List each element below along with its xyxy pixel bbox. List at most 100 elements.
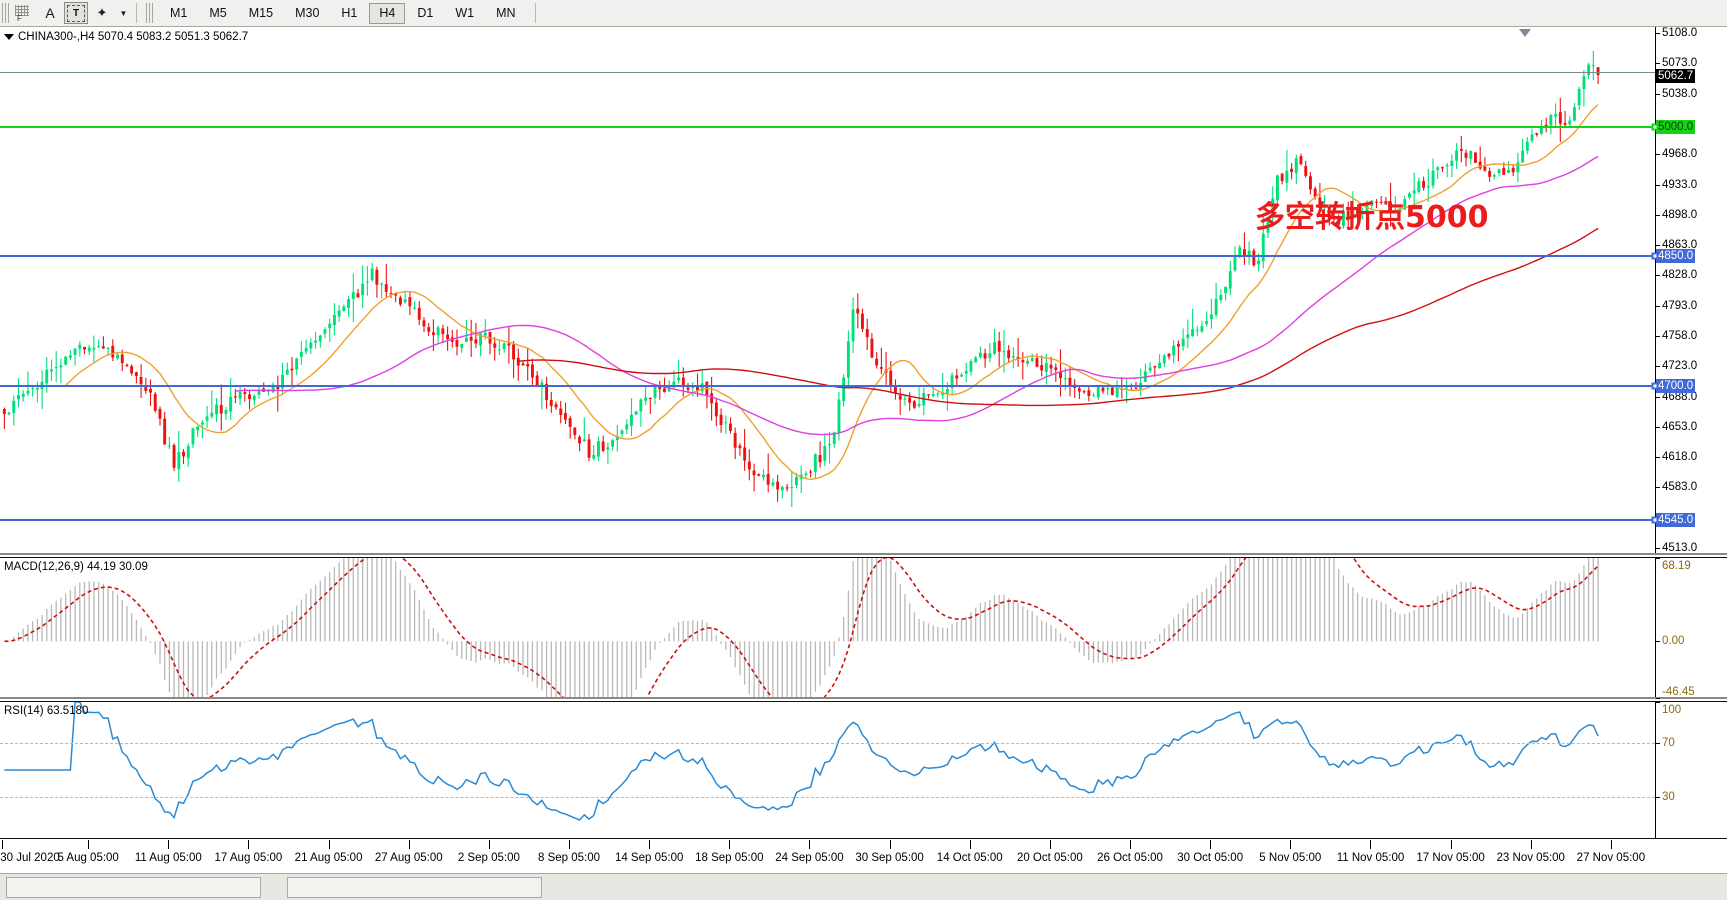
macd-plot[interactable] (0, 558, 1655, 697)
price-axis-tick (1656, 548, 1660, 550)
horizontal-level-line-4545.0[interactable] (0, 519, 1655, 522)
crosshair-f-letter: F (17, 14, 22, 23)
price-axis-tick (1656, 245, 1660, 247)
symbol-quote-line[interactable]: CHINA300-,H4 5070.4 5083.2 5051.3 5062.7 (4, 31, 248, 43)
rsi-axis-tick (1656, 742, 1660, 744)
time-axis-tick-label: 5 Nov 05:00 (1259, 852, 1322, 864)
time-axis-tick (88, 840, 90, 849)
timeframe-h1[interactable]: H1 (341, 6, 358, 20)
timeframe-drag-handle[interactable] (146, 3, 155, 23)
macd-axis-tick (1656, 641, 1660, 643)
level-price-tag-5000.0[interactable]: 5000.0 (1656, 119, 1696, 134)
taskbar (0, 873, 1727, 900)
macd-axis: 68.19 0.00 -46.45 (1656, 558, 1727, 699)
toolbar-drag-handle[interactable] (2, 3, 11, 23)
time-axis-tick-label: 30 Sep 05:00 (855, 852, 924, 864)
crosshair-dots (15, 5, 29, 16)
macd-chart-svg (4, 558, 1599, 697)
time-axis-tick-label: 20 Oct 05:00 (1016, 852, 1083, 864)
timeframe-h4[interactable]: H4 (369, 2, 406, 24)
time-axis-tick-label: 24 Sep 05:00 (775, 852, 844, 864)
timeframe-m30[interactable]: M30 (295, 6, 320, 20)
rsi-label: RSI(14) 63.5180 (4, 705, 89, 717)
horizontal-level-line-5000.0[interactable] (0, 125, 1655, 128)
timeframe-m15[interactable]: M15 (248, 6, 274, 20)
time-axis-tick (1130, 840, 1132, 849)
taskbar-window-1[interactable] (6, 876, 261, 898)
price-axis[interactable]: 5108.0 5073.0 5038.0 4968.0 4933.0 4898.0 4863… (1656, 27, 1727, 554)
timeframe-mn[interactable]: MN (496, 6, 516, 20)
time-axis-tick-label: 27 Nov 05:00 (1576, 852, 1646, 864)
horizontal-level-line-4850.0[interactable] (0, 255, 1655, 258)
macd-axis-line (1655, 558, 1656, 697)
symbol-quote-text: CHINA300-,H4 5070.4 5083.2 5051.3 5062.7 (18, 31, 249, 43)
chart-area[interactable]: 5108.0 5073.0 5038.0 4968.0 4933.0 4898.0 4863… (0, 27, 1727, 873)
macd-axis-tick (1656, 698, 1660, 699)
arrows-glyph: ✦ (96, 5, 108, 20)
time-axis-tick (649, 840, 651, 849)
time-axis-tick (2, 840, 3, 849)
taskbar-window-2[interactable] (287, 876, 542, 898)
text-tool-icon[interactable]: A (38, 2, 62, 24)
text-label-glyph: T (67, 4, 85, 22)
time-axis-tick (1210, 840, 1212, 849)
text-label-tool-icon[interactable]: T (64, 2, 88, 24)
timeframe-m5[interactable]: M5 (209, 6, 227, 20)
rsi-plot[interactable] (0, 702, 1655, 838)
rsi-axis-tick (1656, 797, 1660, 799)
time-axis-tick (1290, 840, 1292, 849)
price-axis-tick (1656, 426, 1660, 428)
time-axis-tick (1530, 840, 1532, 849)
price-axis-tick (1656, 396, 1660, 398)
time-axis-tick-label: 14 Oct 05:00 (936, 852, 1003, 864)
time-axis-tick-label: 11 Aug 05:00 (134, 852, 202, 864)
macd-panel[interactable]: 68.19 0.00 -46.45 MACD(12,26,9) 44.19 30.0… (0, 557, 1727, 699)
level-drag-handle-5000.0[interactable] (1651, 123, 1659, 131)
time-axis-tick (408, 840, 410, 849)
price-axis-tick-label: 4933.0 (1662, 178, 1698, 191)
level-price-tag-4545.0[interactable]: 4545.0 (1656, 513, 1696, 528)
crosshair-cursor-icon[interactable]: F (12, 2, 36, 24)
level-price-tag-4850.0[interactable]: 4850.0 (1656, 249, 1696, 264)
level-drag-handle-4850.0[interactable] (1651, 252, 1659, 260)
time-axis-tick (889, 840, 891, 849)
timeframe-d1[interactable]: D1 (417, 6, 434, 20)
price-axis-tick-label: 4968.0 (1662, 148, 1698, 161)
chevron-down-icon[interactable] (4, 34, 14, 40)
rsi-panel[interactable]: 100 70 30 RSI(14) 63.5180 (0, 701, 1727, 839)
price-panel[interactable]: 5108.0 5073.0 5038.0 4968.0 4933.0 4898.0 4863… (0, 27, 1727, 555)
time-axis-tick-label: 26 Oct 05:00 (1097, 852, 1163, 864)
price-axis-tick (1656, 305, 1660, 307)
time-axis-tick (569, 840, 571, 849)
rsi-level-line-70 (0, 742, 1655, 744)
time-axis-tick-label: 30 Oct 05:00 (1177, 852, 1244, 864)
time-axis-tick-label: 14 Sep 05:00 (614, 852, 684, 864)
price-axis-tick (1656, 366, 1660, 368)
rsi-axis-tick-label: 70 (1662, 736, 1675, 749)
level-drag-handle-4700.0[interactable] (1651, 382, 1659, 390)
price-axis-tick-label: 4723.0 (1662, 360, 1698, 373)
time-axis-tick-label: 5 Aug 05:00 (57, 852, 119, 864)
price-axis-tick (1656, 336, 1660, 337)
time-axis-tick-label: 18 Sep 05:00 (695, 852, 764, 864)
arrows-dropdown-icon[interactable]: ▼ (116, 2, 130, 24)
rsi-axis-tick-label: 30 (1662, 791, 1675, 804)
rsi-axis-tick (1656, 702, 1660, 703)
level-price-tag-4700.0[interactable]: 4700.0 (1656, 379, 1696, 394)
time-axis-tick (488, 840, 490, 849)
price-axis-tick-label: 5073.0 (1662, 57, 1698, 70)
time-axis-tick (328, 840, 330, 849)
arrows-tool-icon[interactable]: ✦ (90, 2, 114, 24)
last-price-tag: 5062.7 (1656, 69, 1696, 84)
chart-annotation-text[interactable]: 多空转折点5000 (1255, 200, 1489, 235)
time-axis-tick-label: 17 Nov 05:00 (1416, 852, 1485, 864)
last-price-line (0, 72, 1655, 74)
timeframe-w1[interactable]: W1 (455, 6, 475, 20)
timeframe-m1[interactable]: M1 (170, 6, 188, 20)
price-plot[interactable] (0, 27, 1655, 553)
level-drag-handle-4545.0[interactable] (1651, 516, 1659, 524)
price-axis-tick (1656, 33, 1660, 35)
rsi-axis-tick-label: 100 (1662, 704, 1682, 716)
toolbar-separator (136, 3, 137, 23)
horizontal-level-line-4700.0[interactable] (0, 385, 1655, 388)
